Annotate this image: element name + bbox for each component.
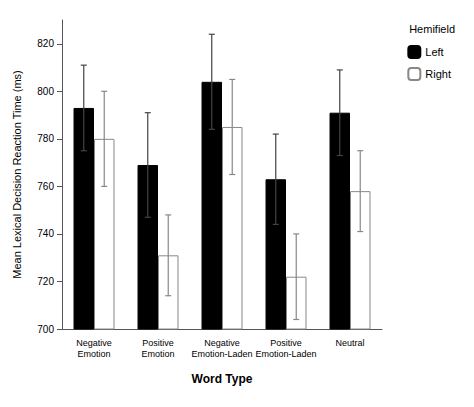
svg-text:Emotion: Emotion (77, 349, 110, 359)
svg-text:800: 800 (37, 86, 54, 97)
svg-text:Left: Left (425, 46, 443, 58)
svg-text:760: 760 (37, 181, 54, 192)
svg-text:700: 700 (37, 324, 54, 335)
svg-text:Neutral: Neutral (335, 338, 364, 348)
svg-text:Emotion-Laden: Emotion-Laden (191, 349, 252, 359)
svg-text:780: 780 (37, 133, 54, 144)
svg-text:Right: Right (425, 68, 451, 80)
svg-text:Emotion: Emotion (141, 349, 174, 359)
svg-text:Negative: Negative (204, 338, 240, 348)
svg-text:Emotion-Laden: Emotion-Laden (255, 349, 316, 359)
svg-text:740: 740 (37, 228, 54, 239)
svg-text:720: 720 (37, 276, 54, 287)
svg-text:Negative: Negative (76, 338, 112, 348)
svg-text:820: 820 (37, 38, 54, 49)
svg-text:Positive: Positive (142, 338, 174, 348)
svg-text:Positive: Positive (270, 338, 302, 348)
svg-text:Word Type: Word Type (192, 372, 253, 386)
svg-text:Hemifield: Hemifield (409, 23, 455, 35)
svg-text:Mean Lexical Decision Reaction: Mean Lexical Decision Reaction Time (ms) (11, 70, 23, 278)
